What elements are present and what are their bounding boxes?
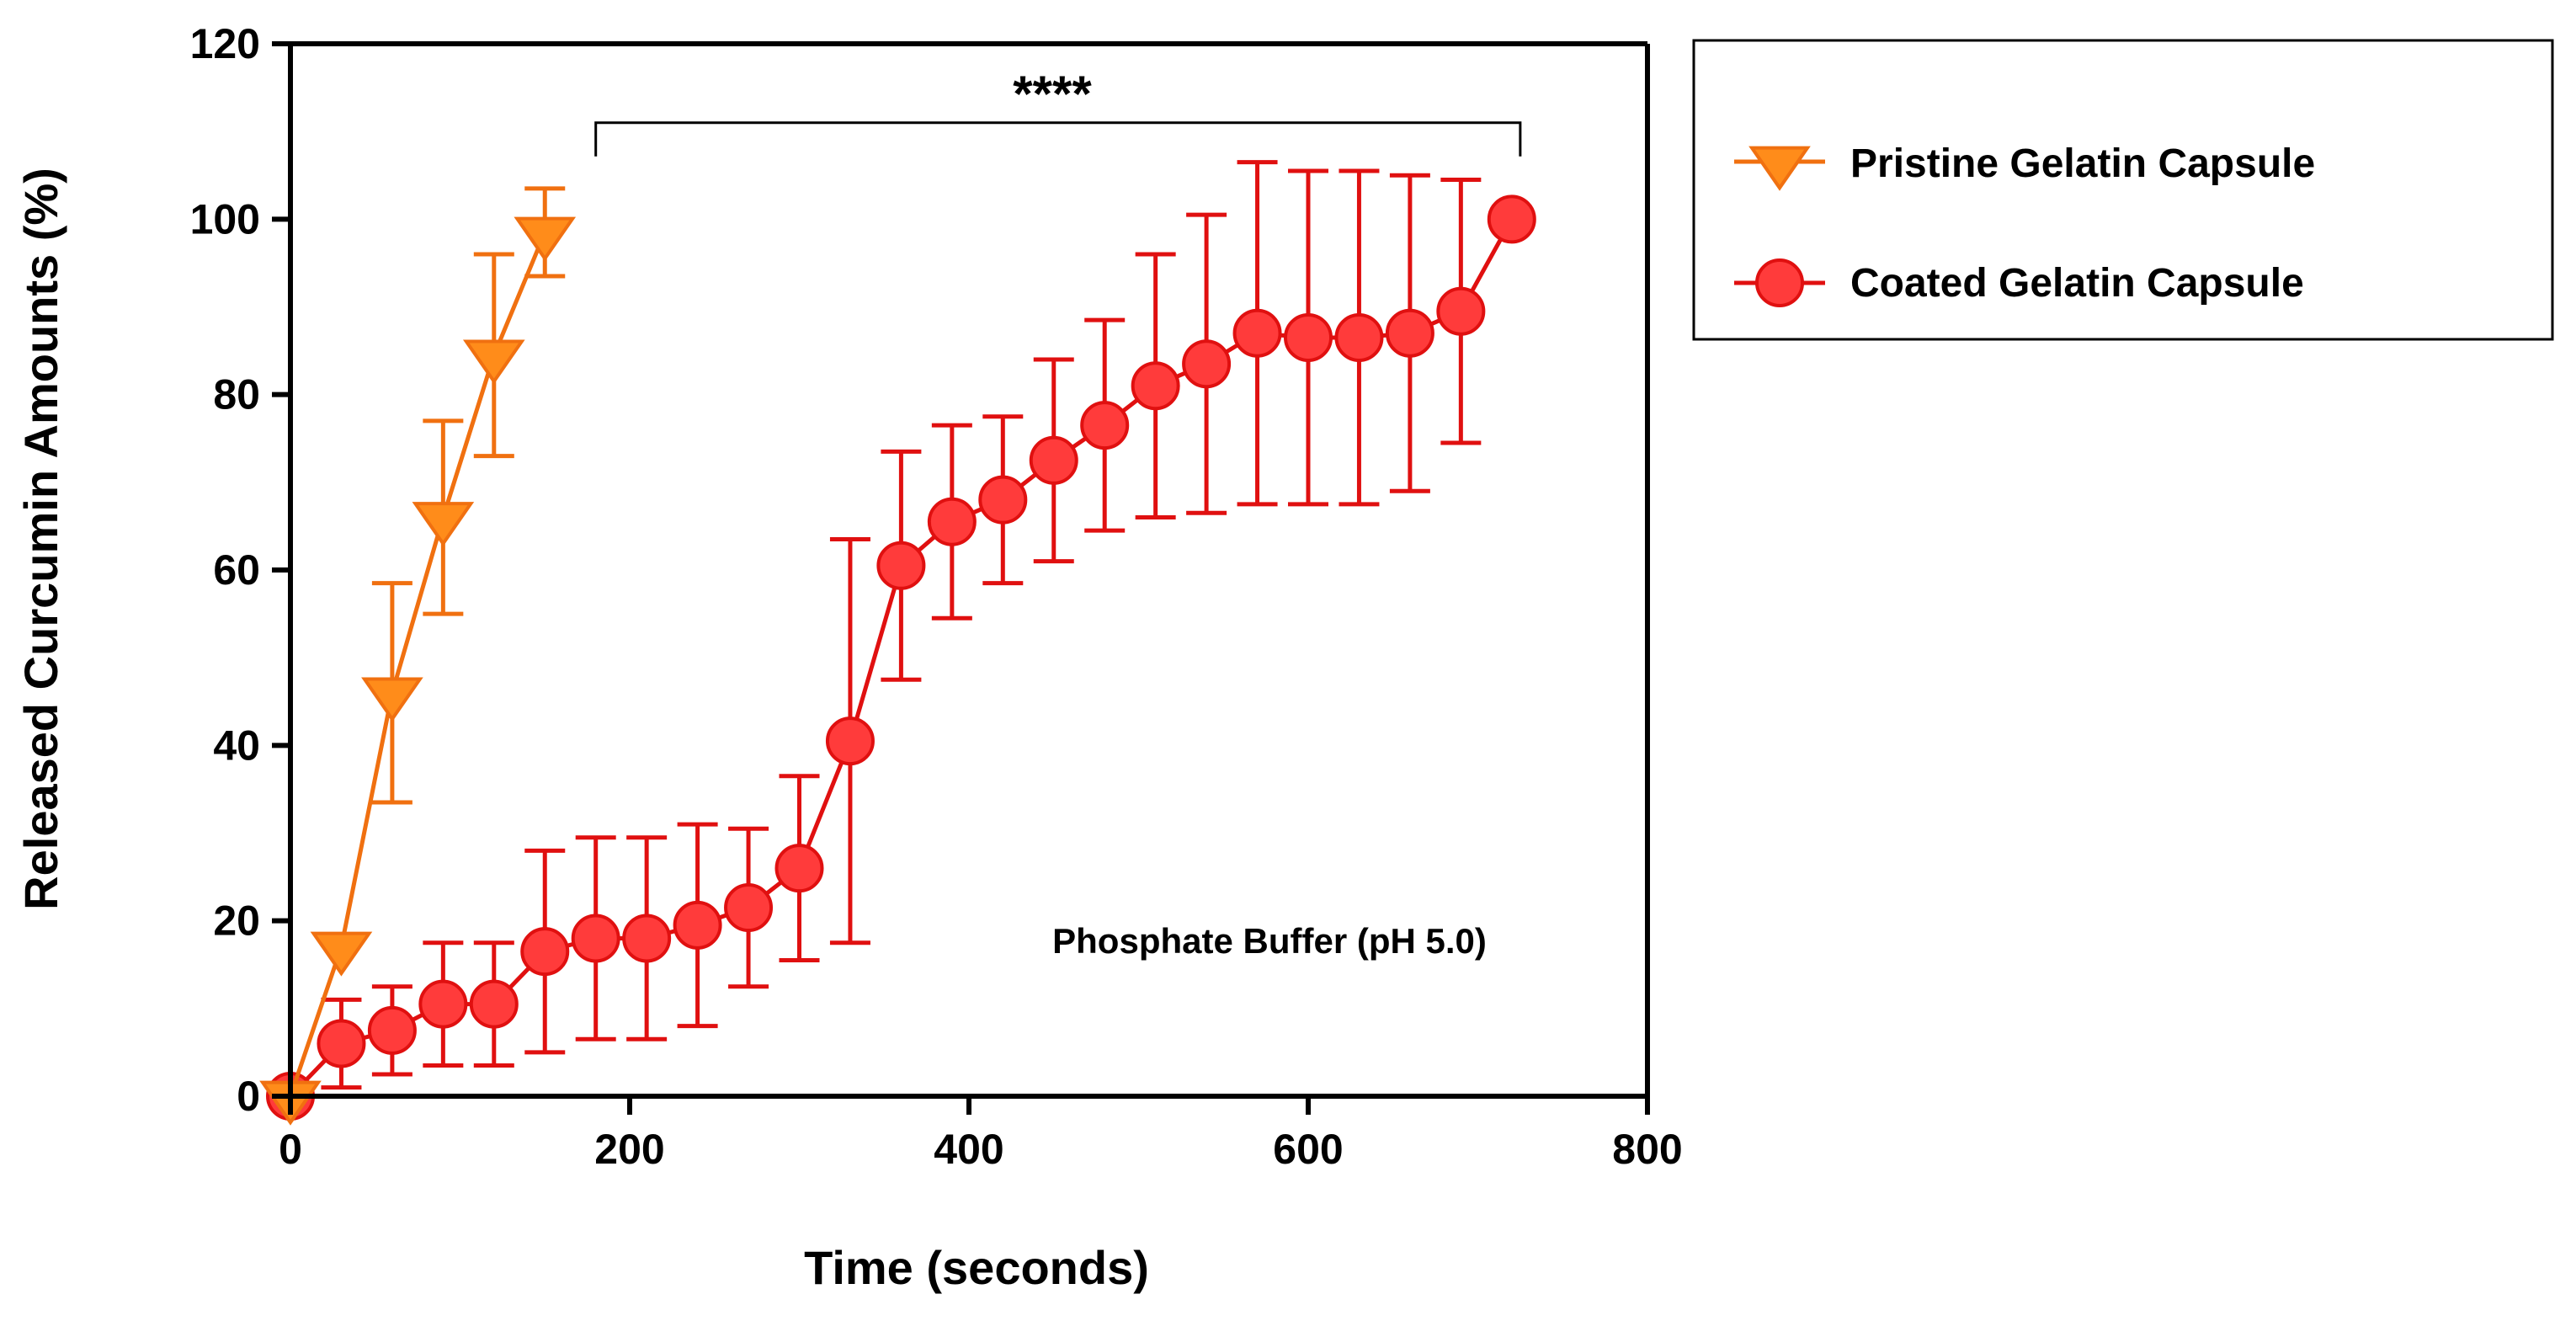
data-point-coated-16 (1080, 401, 1130, 450)
series-line-pristine (288, 232, 547, 1097)
data-point-coated-5 (520, 927, 570, 977)
y-tick-label-0: 0 (237, 1073, 260, 1120)
data-point-coated-13 (927, 497, 977, 546)
data-point-coated-2 (367, 1005, 417, 1055)
data-point-coated-7 (622, 914, 672, 963)
x-tick-label-200: 200 (594, 1126, 664, 1173)
data-point-coated-24 (1487, 194, 1536, 244)
data-point-coated-17 (1131, 361, 1180, 411)
x-tick-label-800: 800 (1612, 1126, 1682, 1173)
data-point-coated-14 (978, 475, 1028, 525)
data-point-pristine-3 (412, 502, 475, 547)
legend-markers (1734, 146, 1825, 307)
x-tick-label-0: 0 (279, 1126, 302, 1173)
significance-bracket: **** (594, 66, 1522, 157)
axes: 0 20 40 60 80 100 120 0 200 400 600 800 (190, 20, 1683, 1173)
data-point-coated-6 (571, 914, 620, 963)
legend-box (1692, 39, 2554, 341)
data-point-coated-21 (1334, 312, 1384, 362)
data-point-coated-18 (1182, 339, 1232, 389)
y-tick-label-60: 60 (213, 546, 260, 594)
significance-label: **** (1013, 66, 1092, 122)
y-tick-label-20: 20 (213, 898, 260, 945)
legend-label-coated: Coated Gelatin Capsule (1850, 261, 2304, 306)
data-point-coated-10 (774, 844, 824, 893)
x-tick-label-400: 400 (934, 1126, 1003, 1173)
data-point-coated-4 (469, 979, 519, 1029)
series-pristine (259, 186, 577, 1126)
series-coated (266, 160, 1536, 1121)
data-point-coated-22 (1385, 308, 1434, 358)
x-axis-label: Time (seconds) (804, 1241, 1149, 1294)
legend-marker-coated (1755, 258, 1804, 307)
x-tick-label-600: 600 (1273, 1126, 1343, 1173)
legend-marker-pristine (1748, 146, 1811, 191)
data-point-coated-20 (1284, 312, 1333, 362)
data-point-coated-9 (724, 883, 774, 933)
annotation-buffer: Phosphate Buffer (pH 5.0) (1052, 921, 1487, 961)
data-point-pristine-1 (310, 931, 373, 977)
data-point-coated-8 (673, 900, 722, 950)
data-point-coated-23 (1436, 286, 1486, 336)
legend: Pristine Gelatin Capsule Coated Gelatin … (1692, 39, 2554, 341)
data-point-coated-1 (317, 1019, 366, 1068)
data-point-coated-15 (1029, 435, 1078, 485)
data-point-coated-11 (825, 716, 875, 766)
legend-label-pristine: Pristine Gelatin Capsule (1850, 141, 2315, 186)
significance-line (594, 121, 1522, 157)
y-tick-label-80: 80 (213, 371, 260, 418)
y-axis-label: Released Curcumin Amounts (%) (14, 168, 67, 910)
data-point-pristine-5 (514, 216, 577, 262)
y-tick-label-120: 120 (190, 20, 260, 67)
data-point-pristine-4 (462, 339, 525, 385)
data-point-coated-3 (418, 979, 468, 1029)
y-tick-label-100: 100 (190, 195, 260, 242)
data-point-pristine-2 (361, 677, 423, 722)
y-tick-label-40: 40 (213, 722, 260, 769)
plot-area (259, 160, 1536, 1126)
data-point-coated-19 (1232, 308, 1282, 358)
data-point-coated-12 (876, 541, 926, 590)
